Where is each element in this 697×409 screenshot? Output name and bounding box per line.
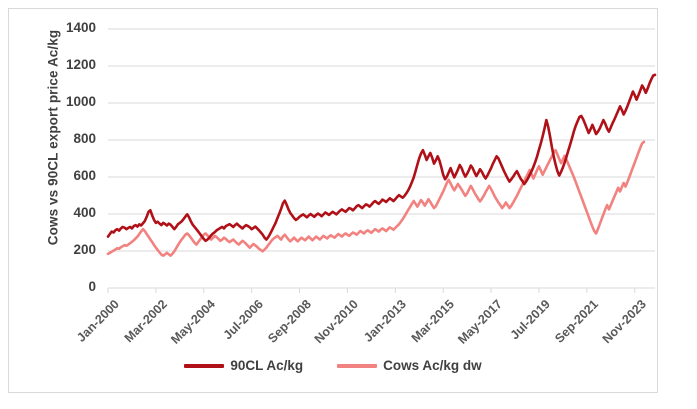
y-axis-tick-label: 800 xyxy=(73,131,96,146)
x-axis-ticks xyxy=(107,288,636,293)
legend-item[interactable]: 90CL Ac/kg xyxy=(184,358,303,373)
series-line xyxy=(106,73,657,243)
legend-item[interactable]: Cows Ac/kg dw xyxy=(337,358,482,373)
y-axis-tick-label: 0 xyxy=(88,279,96,294)
y-axis-tick-label: 1400 xyxy=(65,20,96,35)
legend-color-swatch xyxy=(184,363,225,368)
legend-color-swatch xyxy=(337,363,378,368)
y-axis-tick-label: 1000 xyxy=(65,94,96,109)
data-series xyxy=(106,73,657,257)
y-axis-tick-label: 1200 xyxy=(65,57,96,72)
gridlines xyxy=(108,28,655,289)
series-line xyxy=(106,140,646,257)
y-axis-tick-label: 400 xyxy=(73,205,96,220)
legend-label: 90CL Ac/kg xyxy=(230,358,304,373)
y-axis-tick-label: 600 xyxy=(73,168,96,183)
legend-label: Cows Ac/kg dw xyxy=(383,358,482,373)
y-axis-tick-label: 200 xyxy=(73,242,96,257)
chart-legend: 90CL Ac/kg Cows Ac/kg dw xyxy=(0,358,666,373)
